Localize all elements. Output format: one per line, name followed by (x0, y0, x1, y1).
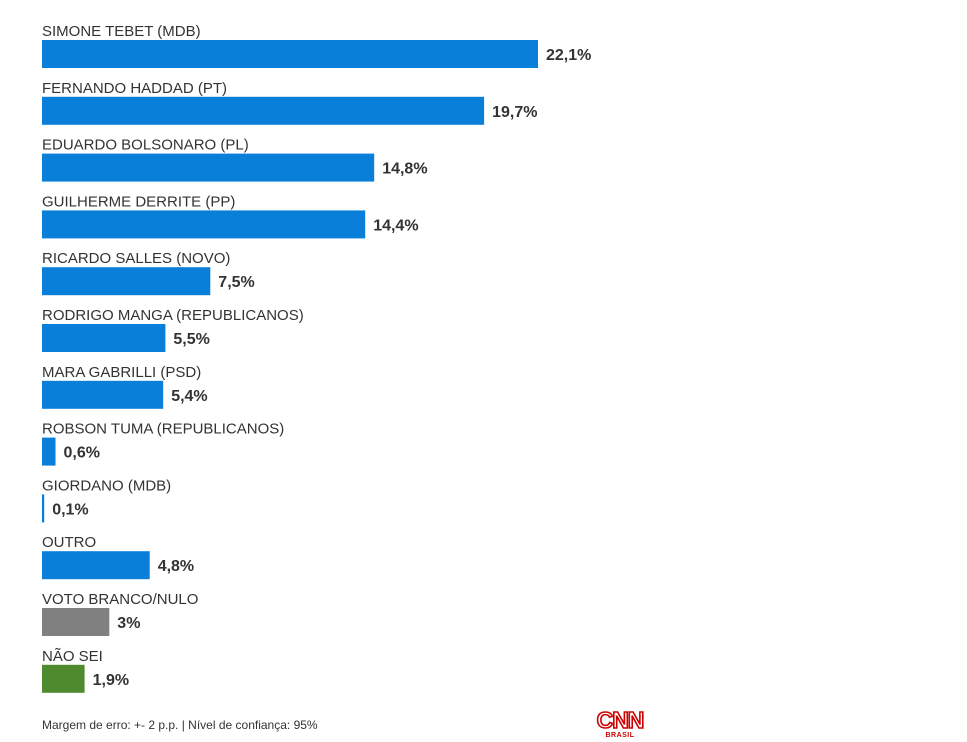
value-label-rodrigo-manga-republicanos: 5,5% (173, 331, 209, 348)
bar-fernando-haddad-pt (42, 96, 485, 125)
category-label-mara-gabrilli-psd: MARA GABRILLI (PSD) (42, 364, 201, 381)
value-label-robson-tuma-republicanos: 0,6% (64, 445, 100, 462)
bar-rodrigo-manga-republicanos (42, 324, 166, 352)
category-label-rodrigo-manga-republicanos: RODRIGO MANGA (REPUBLICANOS) (42, 307, 304, 324)
category-label-eduardo-bolsonaro-pl: EDUARDO BOLSONARO (PL) (42, 137, 249, 154)
bar-outro (42, 551, 150, 580)
category-label-guilherme-derrite-pp: GUILHERME DERRITE (PP) (42, 193, 235, 210)
value-label-simone-tebet-mdb: 22,1% (546, 47, 591, 64)
bar-chart: SIMONE TEBET (MDB) 22,1% FERNANDO HADDAD (… (42, 23, 591, 693)
logo-subtitle: BRASIL (605, 732, 635, 739)
bar-ricardo-salles-novo (42, 267, 211, 296)
category-label-nao-sei: NÃO SEI (42, 648, 103, 665)
value-label-ricardo-salles-novo: 7,5% (218, 274, 254, 291)
logo-wordmark: CNN (596, 707, 645, 733)
bar-robson-tuma-republicanos (42, 437, 56, 466)
value-label-giordano-mdb: 0,1% (52, 501, 88, 518)
category-label-simone-tebet-mdb: SIMONE TEBET (MDB) (42, 23, 201, 40)
category-label-outro: OUTRO (42, 534, 96, 551)
value-label-nao-sei: 1,9% (93, 672, 129, 689)
value-label-voto-branco-nulo: 3% (117, 615, 140, 632)
chart-footnote: Margem de erro: +- 2 p.p. | Nível de con… (42, 718, 318, 732)
category-label-ricardo-salles-novo: RICARDO SALLES (NOVO) (42, 250, 230, 267)
value-label-outro: 4,8% (158, 558, 194, 575)
bar-voto-branco-nulo (42, 608, 110, 636)
category-label-voto-branco-nulo: VOTO BRANCO/NULO (42, 591, 198, 608)
cnn-brasil-logo: CNN BRASIL (594, 707, 646, 741)
bar-nao-sei (42, 664, 85, 693)
category-label-giordano-mdb: GIORDANO (MDB) (42, 477, 171, 494)
bar-eduardo-bolsonaro-pl (42, 153, 375, 182)
value-label-guilherme-derrite-pp: 14,4% (373, 217, 418, 234)
value-label-fernando-haddad-pt: 19,7% (492, 104, 537, 121)
value-label-eduardo-bolsonaro-pl: 14,8% (382, 161, 427, 178)
bar-simone-tebet-mdb (42, 40, 538, 68)
value-label-mara-gabrilli-psd: 5,4% (171, 388, 207, 405)
bar-guilherme-derrite-pp (42, 210, 366, 239)
bar-giordano-mdb (42, 494, 45, 523)
category-label-robson-tuma-republicanos: ROBSON TUMA (REPUBLICANOS) (42, 421, 284, 438)
bar-mara-gabrilli-psd (42, 380, 164, 409)
category-label-fernando-haddad-pt: FERNANDO HADDAD (PT) (42, 80, 227, 97)
